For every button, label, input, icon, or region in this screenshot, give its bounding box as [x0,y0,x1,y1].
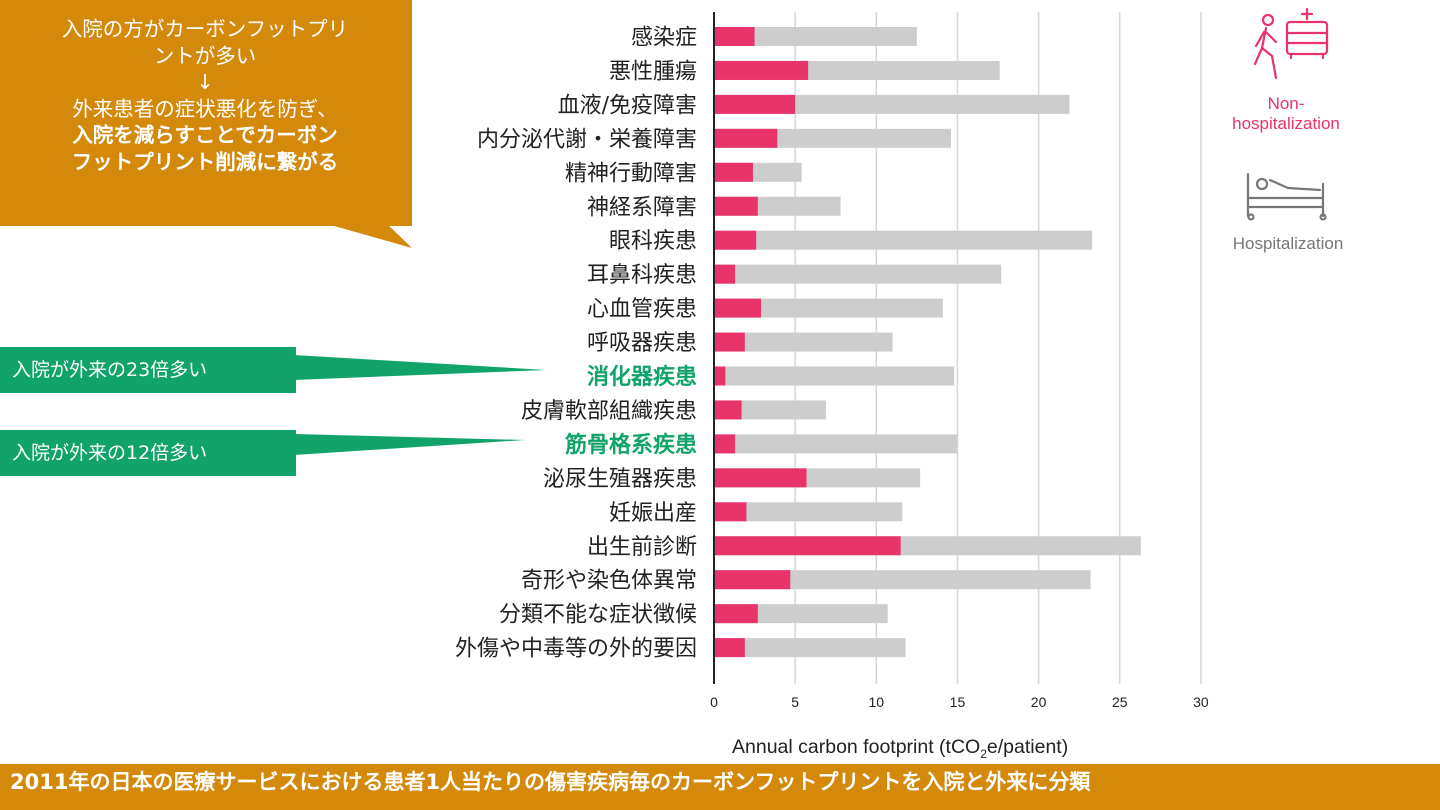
x-tick-label: 0 [710,694,718,710]
bar-hospitalization [715,502,903,522]
callout-respiratory-pointer [294,355,546,380]
bar-non-hospitalization [715,27,755,46]
x-axis-label-sub: 2 [980,746,987,761]
bar-hospitalization [715,298,943,318]
x-axis-label: Annual carbon footprint (tCO2e/patient) [732,736,1068,761]
bar-non-hospitalization [715,366,726,386]
legend-non-hospitalization: Non- hospitalization [1206,94,1366,134]
bar-hospitalization [715,400,826,420]
bar-non-hospitalization [715,128,778,148]
bar-non-hospitalization [715,604,758,624]
bar-non-hospitalization [715,468,807,488]
bar-non-hospitalization [715,536,901,556]
x-tick-label: 30 [1193,694,1209,710]
category-label: 悪性腫瘍 [609,59,697,84]
bar-non-hospitalization [715,570,791,590]
bars [715,27,1141,658]
category-label: 奇形や染色体異常 [521,569,697,594]
bar-non-hospitalization [715,502,747,522]
walking-patient-icon [1253,7,1329,80]
bar-hospitalization [715,638,906,658]
footer-caption: 2011年の日本の医療サービスにおける患者1人当たりの傷害疾病毎のカーボンフット… [0,764,1440,810]
x-tick-label: 10 [869,694,885,710]
category-label: 呼吸器疾患 [587,331,697,356]
category-label: 内分泌代謝・栄養障害 [477,127,697,152]
bar-hospitalization [715,366,955,386]
bar-non-hospitalization [715,196,758,216]
legend-hospitalization: Hospitalization [1232,234,1344,253]
callout-respiratory-box: 入院が外来の23倍多い [0,347,296,393]
category-label: 筋骨格系疾患 [564,432,697,458]
x-tick-label: 5 [791,694,799,710]
x-axis-label-suffix: e/patient) [986,736,1069,758]
bar-non-hospitalization [715,162,753,182]
bar-hospitalization [715,604,888,624]
callout-line-4: 入院を減らすことでカーボン [72,123,338,147]
bar-hospitalization [715,332,893,352]
bar-non-hospitalization [715,298,762,318]
bar-hospitalization [715,434,958,454]
x-tick-label: 15 [950,694,966,710]
hospital-bed-icon [1246,172,1327,221]
category-labels: 感染症悪性腫瘍血液/免疫障害内分泌代謝・栄養障害精神行動障害神経系障害眼科疾患耳… [455,26,697,662]
bar-hospitalization [715,264,1002,284]
bar-hospitalization [715,230,1093,250]
category-label: 感染症 [631,26,697,51]
legend-non-hosp-line2: hospitalization [1232,114,1340,133]
x-tick-label: 20 [1031,694,1047,710]
bar-non-hospitalization [715,60,809,80]
x-tick-label: 25 [1112,694,1128,710]
legend-non-hosp-line1: Non- [1267,94,1305,113]
bar-non-hospitalization [715,332,745,352]
callout-summary-box: 入院の方がカーボンフットプリ ントが多い ↓ 外来患者の症状悪化を防ぎ、 入院を… [0,0,412,226]
callout-musculoskeletal-box: 入院が外来の12倍多い [0,430,296,476]
callout-arrow: ↓ [196,70,214,94]
category-label: 血液/免疫障害 [558,93,697,118]
bar-hospitalization [715,27,917,46]
bar-non-hospitalization [715,264,736,284]
category-label: 精神行動障害 [565,161,697,186]
category-label: 妊娠出産 [609,501,697,526]
callout-line-3: 外来患者の症状悪化を防ぎ、 [72,96,338,121]
bar-non-hospitalization [715,94,796,114]
callout-line-2: ントが多い [153,43,257,68]
bar-non-hospitalization [715,638,745,658]
category-label: 心血管疾患 [587,297,697,322]
category-label: 神経系障害 [587,195,697,220]
category-label: 耳鼻科疾患 [587,263,697,288]
callout-line-5: フットプリント削減に繋がる [71,149,339,174]
callout-line-1: 入院の方がカーボンフットプリ [61,17,349,41]
callout-musculoskeletal-pointer [294,434,525,455]
category-label: 皮膚軟部組織疾患 [521,399,697,424]
category-label: 泌尿生殖器疾患 [543,467,697,492]
bar-hospitalization [715,94,1070,114]
category-label: 分類不能な症状徴候 [499,603,697,628]
bar-non-hospitalization [715,230,757,250]
bar-hospitalization [715,570,1091,590]
category-label: 消化器疾患 [587,364,697,390]
x-tick-labels: 0 5 10 15 20 25 30 [710,694,1209,710]
bar-non-hospitalization [715,400,742,420]
bar-non-hospitalization [715,434,736,454]
category-label: 眼科疾患 [609,229,697,254]
callout-top-pointer [320,222,412,248]
category-label: 出生前診断 [587,535,697,560]
x-axis-label-prefix: Annual carbon footprint (tCO [732,736,981,758]
category-label: 外傷や中毒等の外的要因 [455,637,697,662]
